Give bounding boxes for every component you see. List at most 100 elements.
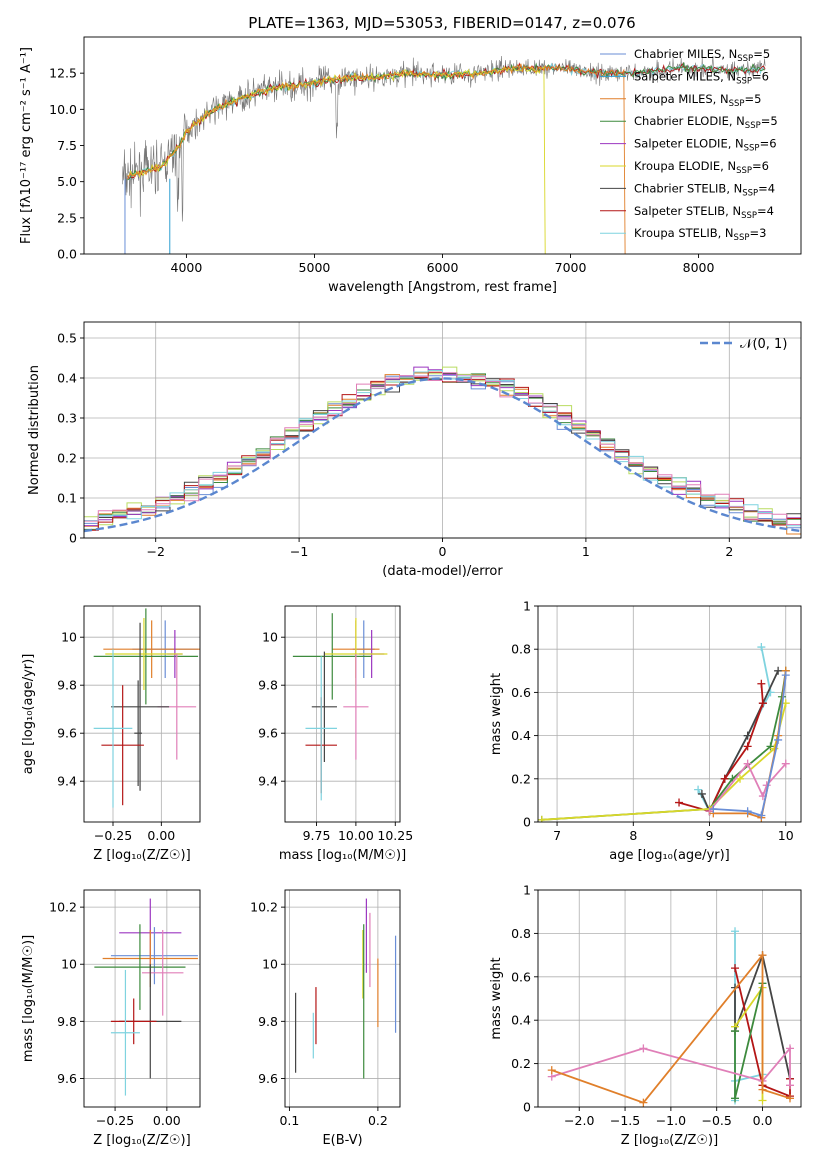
legend-name: Kroupa ELODIE xyxy=(634,159,720,173)
mass-weight-point xyxy=(675,798,684,807)
y-tick-label: 9.6 xyxy=(258,1071,278,1086)
legend-name: Salpeter STELIB xyxy=(634,204,725,218)
legend-entry: 𝒩(0, 1) xyxy=(740,337,787,352)
mass-weight-point xyxy=(697,789,706,798)
y-tick-label: 9.6 xyxy=(258,726,278,741)
x-tick-label: 4000 xyxy=(171,260,203,275)
mass-weight-point xyxy=(694,785,703,794)
panel-5: −0.25 0.00 9.6 9.8 10 10.2 Z [log₁₀(Z/Z☉)] mass… xyxy=(21,889,201,1148)
mass-weight-line xyxy=(541,702,787,821)
y-axis-label: Normed distribution xyxy=(27,365,42,495)
panel-2: −0.25 0.00 9.4 9.6 9.8 10 Z [log₁₀(Z/Z☉)] age [… xyxy=(21,605,201,863)
legend-n: , N xyxy=(721,47,737,61)
axes-frame xyxy=(284,889,401,1108)
legend-sub: SSP xyxy=(736,166,752,176)
y-tick-label: 1 xyxy=(523,599,531,614)
x-axis-label: Z [log₁₀(Z/Z☉)] xyxy=(93,848,190,863)
x-tick-label: 0.00 xyxy=(153,1113,181,1128)
y-tick-label: 0.4 xyxy=(511,728,531,743)
legend-eq: =5 xyxy=(744,92,761,106)
plot-area xyxy=(94,898,198,1096)
legend-entry: Chabrier STELIB, NSSP=4 xyxy=(634,181,775,198)
mass-weight-point xyxy=(757,811,766,820)
normal-pdf-curve xyxy=(84,377,801,533)
x-axis-label: age [log₁₀(age/yr)] xyxy=(609,848,730,863)
y-tick-label: 10 xyxy=(262,957,278,972)
legend-n: , N xyxy=(726,181,742,195)
residual-histogram xyxy=(84,372,801,525)
mass-weight-line xyxy=(541,670,787,821)
x-tick-label: −0.25 xyxy=(94,828,132,843)
y-tick-label: 10 xyxy=(262,630,278,645)
x-tick-label: −1.5 xyxy=(610,1113,640,1128)
mass-weight-point xyxy=(731,964,740,973)
mass-weight-point xyxy=(774,666,783,675)
x-axis-label: (data-model)/error xyxy=(382,564,503,579)
y-tick-label: 0 xyxy=(69,531,77,546)
spectrum-panel: PLATE=1363, MJD=53053, FIBERID=0147, z=0… xyxy=(248,14,635,32)
legend-sub: SSP xyxy=(729,99,745,109)
x-tick-label: 0.00 xyxy=(147,828,175,843)
axes-frame xyxy=(83,605,201,823)
legend-n: , N xyxy=(725,204,741,218)
x-tick-label: −0.5 xyxy=(702,1113,732,1128)
y-axis-label: mass weight xyxy=(489,673,504,755)
y-tick-label: 9.8 xyxy=(258,1014,278,1029)
y-tick-label: 0.5 xyxy=(57,331,77,346)
y-axis-label: age [log₁₀(age/yr)] xyxy=(21,654,36,775)
x-tick-label: 5000 xyxy=(299,260,331,275)
y-tick-label: 10.2 xyxy=(49,900,77,915)
mass-weight-point xyxy=(538,815,546,822)
plot-area xyxy=(122,55,766,254)
legend-entry: Chabrier ELODIE, NSSP=5 xyxy=(634,114,778,131)
model-line-kroupa-elodie xyxy=(127,65,546,254)
legend-eq: =3 xyxy=(749,226,766,240)
legend-n: , N xyxy=(713,92,729,106)
y-tick-label: 0.4 xyxy=(57,371,77,386)
y-tick-label: 9.8 xyxy=(57,1014,77,1029)
y-tick-label: 12.5 xyxy=(49,66,77,81)
x-tick-label: 9 xyxy=(706,828,714,843)
y-tick-label: 2.5 xyxy=(57,210,77,225)
mass-weight-point xyxy=(781,759,790,768)
legend-n: , N xyxy=(729,114,745,128)
mass-weight-line xyxy=(734,983,764,1099)
x-tick-label: 6000 xyxy=(427,260,459,275)
mass-weight-point xyxy=(736,774,745,783)
legend-name: Kroupa MILES xyxy=(634,92,713,106)
x-tick-label: 10.00 xyxy=(338,828,374,843)
legend-eq: =6 xyxy=(752,159,769,173)
legend-n: , N xyxy=(718,226,734,240)
x-tick-label: 9.75 xyxy=(303,828,331,843)
legend-entry: Kroupa STELIB, NSSP=3 xyxy=(634,226,766,243)
mass-weight-point xyxy=(743,807,752,816)
legend-entry: Salpeter STELIB, NSSP=4 xyxy=(634,204,774,221)
mass-weight-point xyxy=(757,643,766,652)
legend-eq: =5 xyxy=(753,47,770,61)
x-tick-label: −2 xyxy=(146,544,164,559)
y-tick-label: 0.2 xyxy=(57,451,77,466)
legend-entry: Kroupa MILES, NSSP=5 xyxy=(634,92,761,109)
legend-entry: Chabrier MILES, NSSP=5 xyxy=(634,47,770,64)
y-axis-label: Flux [fλ10⁻¹⁷ erg cm⁻² s⁻¹ A⁻¹] xyxy=(19,47,34,244)
mass-weight-point xyxy=(758,951,767,960)
axes-frame xyxy=(537,889,802,1108)
y-tick-label: 0.3 xyxy=(57,411,77,426)
legend-name: Chabrier ELODIE xyxy=(634,114,729,128)
legend-eq: =6 xyxy=(760,137,777,151)
legend-n: , N xyxy=(720,159,736,173)
mass-weight-point xyxy=(786,1081,795,1090)
x-tick-label: 1 xyxy=(582,544,590,559)
mass-weight-point xyxy=(731,1027,740,1036)
y-tick-label: 0.6 xyxy=(511,969,531,984)
x-tick-label: −1 xyxy=(290,544,308,559)
x-tick-label: 0 xyxy=(439,544,447,559)
legend-name: Salpeter ELODIE xyxy=(634,137,728,151)
x-tick-label: 7 xyxy=(553,828,561,843)
plot-area xyxy=(538,643,790,822)
axes-frame xyxy=(537,605,802,823)
y-tick-label: 10.2 xyxy=(250,900,278,915)
y-tick-label: 0.1 xyxy=(57,491,77,506)
